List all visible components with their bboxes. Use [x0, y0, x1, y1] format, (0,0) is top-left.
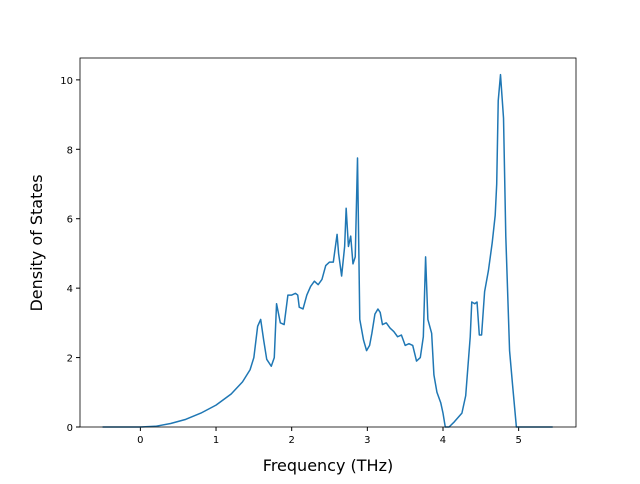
y-tick-label: 6: [67, 215, 73, 226]
x-tick-label: 1: [213, 435, 219, 446]
y-tick-label: 10: [60, 76, 73, 87]
x-tick-label: 0: [137, 435, 143, 446]
line-series: [102, 73, 553, 428]
x-tick-label: 3: [364, 435, 370, 446]
x-axis-label: Frequency (THz): [263, 456, 393, 475]
y-tick-label: 4: [67, 284, 73, 295]
y-tick-label: 2: [67, 354, 73, 365]
plot-frame: [79, 57, 577, 428]
y-tick-label: 0: [67, 423, 73, 434]
x-tick-label: 4: [440, 435, 446, 446]
x-tick-label: 2: [288, 435, 294, 446]
y-axis-label: Density of States: [27, 174, 46, 311]
x-tick-label: 5: [515, 435, 521, 446]
y-tick-label: 8: [67, 145, 73, 156]
